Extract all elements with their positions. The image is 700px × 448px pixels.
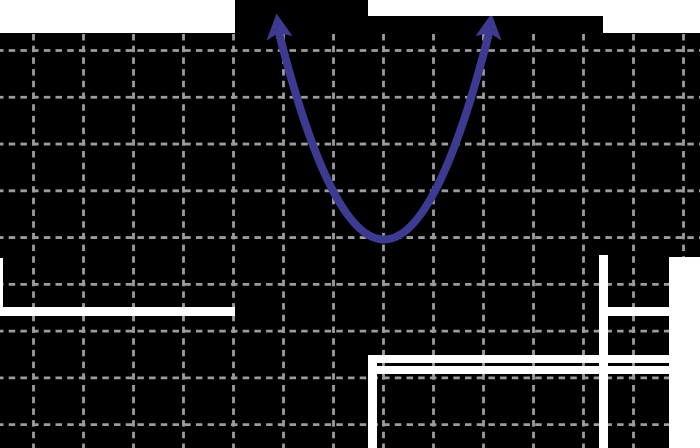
right-column: [669, 257, 700, 448]
top-right-panel: [603, 0, 700, 33]
right-answer-line: [599, 307, 669, 316]
left-answer-bar: [0, 307, 235, 316]
top-middle-strip: [368, 0, 603, 16]
box-top-line-lower: [368, 365, 670, 374]
left-edge-sliver: [0, 258, 3, 308]
box-left-edge: [368, 355, 377, 448]
grid-lines: [0, 34, 700, 448]
top-left-panel: [0, 0, 235, 33]
box-top-line-upper: [368, 355, 670, 363]
parabola-group: [266, 13, 502, 244]
arrowhead-left: [266, 13, 293, 41]
arrowhead-right: [475, 13, 502, 41]
vertical-divider: [599, 255, 608, 448]
parabola-curve: [274, 29, 494, 244]
